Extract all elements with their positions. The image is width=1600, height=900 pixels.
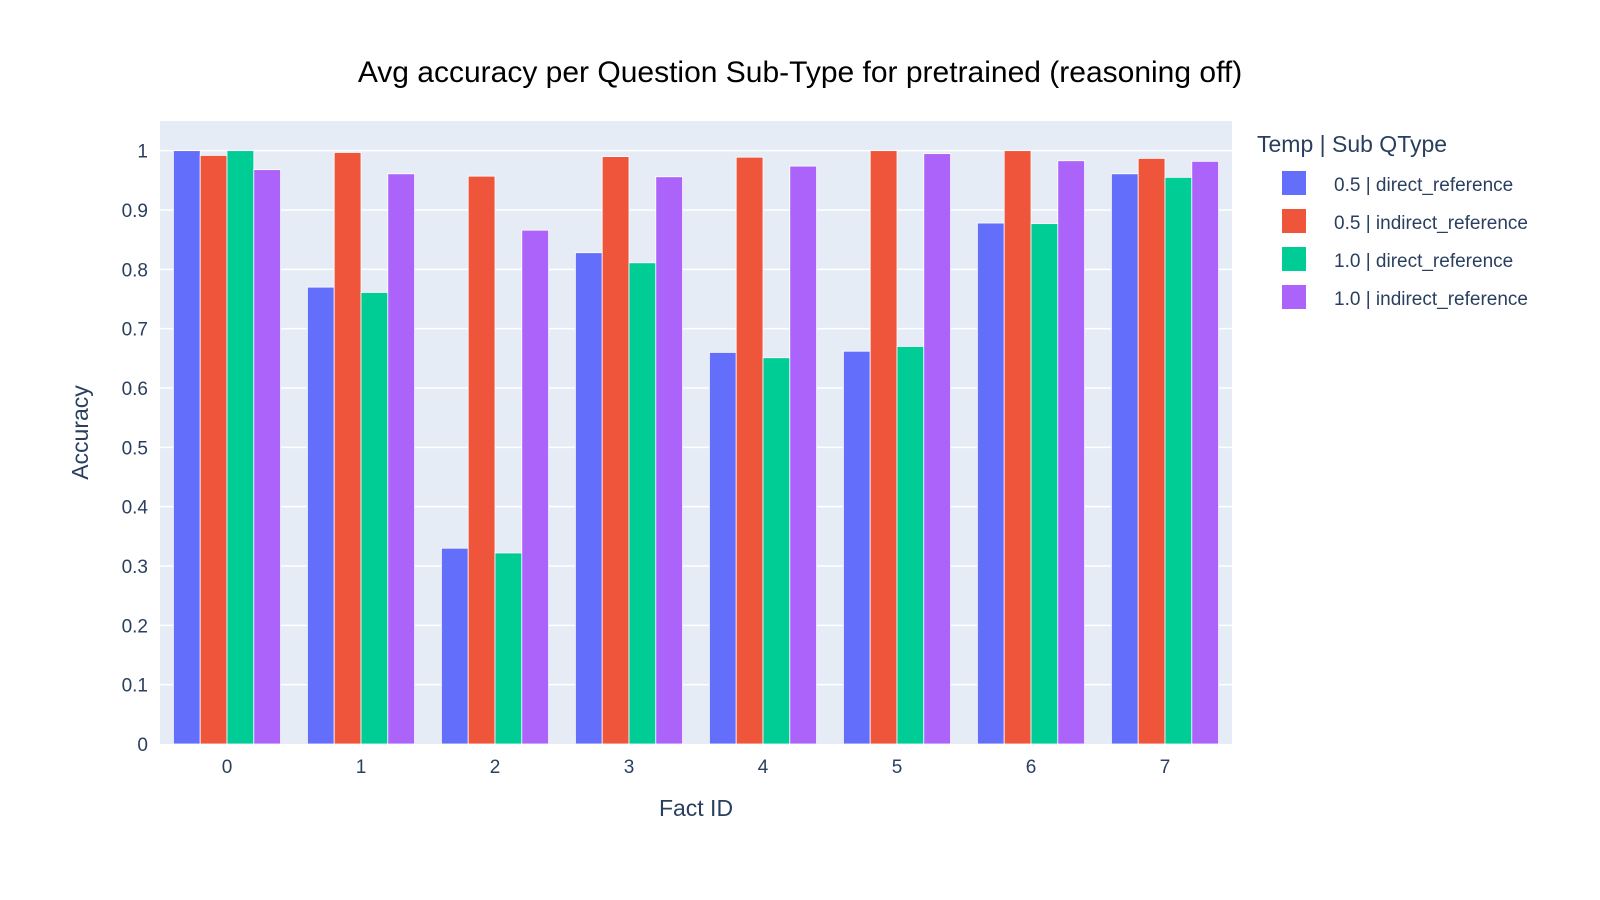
bars <box>172 150 1220 745</box>
x-tick-label: 4 <box>758 757 769 778</box>
bar[interactable] <box>628 262 657 745</box>
bar[interactable] <box>735 156 764 745</box>
bar[interactable] <box>923 153 951 745</box>
bar[interactable] <box>333 152 362 745</box>
bar[interactable] <box>843 350 871 745</box>
legend-swatch <box>1282 171 1306 195</box>
x-tick-label: 2 <box>490 757 501 778</box>
legend-swatch <box>1282 285 1306 309</box>
x-tick-label: 3 <box>624 757 635 778</box>
bar[interactable] <box>977 222 1005 745</box>
legend-entry[interactable]: 1.0 | indirect_reference <box>1334 289 1528 310</box>
y-tick-label: 0 <box>137 735 148 756</box>
y-axis-title: Accuracy <box>67 385 93 480</box>
legend-items: 0.5 | direct_reference 0.5 | indirect_ref… <box>1282 171 1528 310</box>
legend[interactable]: Temp | Sub QType 0.5 | direct_reference0… <box>1257 131 1528 310</box>
bar[interactable] <box>1030 223 1059 745</box>
bar[interactable] <box>360 292 389 745</box>
chart-title: Avg accuracy per Question Sub-Type for p… <box>358 56 1242 89</box>
bar[interactable] <box>199 155 228 745</box>
legend-entry[interactable]: 1.0 | direct_reference <box>1334 251 1513 272</box>
bar[interactable] <box>575 252 603 745</box>
bar[interactable] <box>709 351 737 745</box>
bar[interactable] <box>762 357 791 745</box>
bar[interactable] <box>306 286 335 745</box>
bar[interactable] <box>521 229 549 745</box>
y-tick-label: 0.8 <box>122 260 148 281</box>
x-tick-label: 7 <box>1160 757 1171 778</box>
y-tick-label: 1 <box>137 142 148 163</box>
legend-title: Temp | Sub QType <box>1257 131 1447 157</box>
y-tick-label: 0.6 <box>122 379 148 400</box>
bar[interactable] <box>1137 157 1166 745</box>
y-tick-label: 0.5 <box>122 438 148 459</box>
bar[interactable] <box>1057 160 1086 745</box>
x-axis-ticks: 0 1 2 3 4 5 6 7 <box>222 757 1171 778</box>
y-tick-label: 0.1 <box>122 676 148 697</box>
y-tick-label: 0.2 <box>122 616 148 637</box>
bar[interactable] <box>1003 150 1032 745</box>
y-tick-label: 0.3 <box>122 557 148 578</box>
bar[interactable] <box>440 547 469 745</box>
bar[interactable] <box>387 173 415 745</box>
bar[interactable] <box>869 150 898 745</box>
x-tick-label: 6 <box>1026 757 1037 778</box>
bar[interactable] <box>655 176 683 745</box>
bar[interactable] <box>601 156 630 745</box>
y-tick-label: 0.9 <box>122 201 148 222</box>
x-tick-label: 0 <box>222 757 233 778</box>
bar[interactable] <box>1191 160 1220 745</box>
y-tick-label: 0.7 <box>122 320 148 341</box>
x-tick-label: 5 <box>892 757 903 778</box>
bar[interactable] <box>896 346 925 745</box>
legend-entry[interactable]: 0.5 | indirect_reference <box>1334 213 1528 234</box>
y-tick-label: 0.4 <box>122 498 149 519</box>
bar[interactable] <box>226 150 255 745</box>
legend-swatch <box>1282 209 1306 233</box>
legend-swatch <box>1282 247 1306 271</box>
bar[interactable] <box>253 169 282 745</box>
x-tick-label: 1 <box>356 757 367 778</box>
legend-entry[interactable]: 0.5 | direct_reference <box>1334 175 1513 196</box>
bar[interactable] <box>1164 176 1193 745</box>
bar[interactable] <box>494 552 523 745</box>
bar[interactable] <box>1111 173 1139 745</box>
bar[interactable] <box>172 150 201 745</box>
y-axis-ticks: 0 0.1 0.2 0.3 0.4 0.5 0.6 0.7 0.8 0.9 1 <box>122 142 149 756</box>
bar[interactable] <box>467 175 496 745</box>
bar[interactable] <box>789 165 817 745</box>
x-axis-title: Fact ID <box>659 795 733 821</box>
